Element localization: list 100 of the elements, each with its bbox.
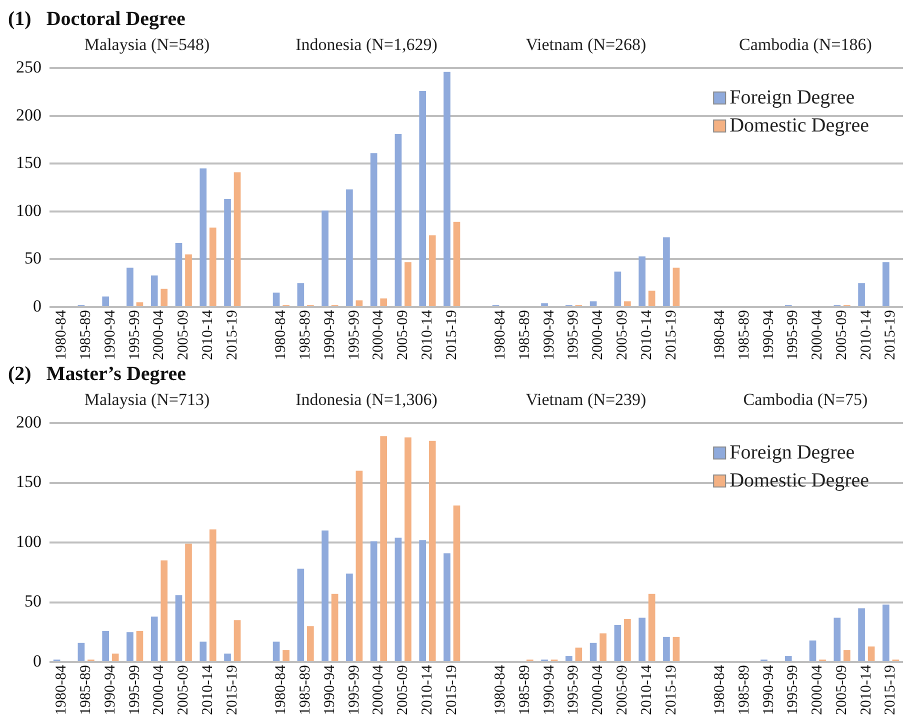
bar [590,642,597,662]
x-tick-label: 2015-19 [663,310,680,360]
bar [160,560,168,662]
text: Indonesia (N=1,306) [296,390,438,409]
bar [394,134,402,306]
x-tick-label: 1990-94 [541,310,558,360]
bar [297,283,304,306]
bar [638,618,646,662]
y-tick-label: 250 [16,57,42,76]
x-tick-label: 1995-99 [126,665,143,716]
x-tick-label: 1995-99 [346,665,362,716]
x-tick-label: 2015-19 [663,665,680,716]
bar [160,288,168,306]
x-tick-label: 2010-14 [638,664,655,716]
bar [614,624,622,662]
bar [224,654,231,662]
bar [209,529,216,662]
x-tick-label: 2015-19 [444,310,460,360]
x-tick-label: 1985-89 [516,665,533,716]
bar [882,604,890,662]
bar [200,642,207,662]
legend-label: Foreign Degree [730,441,855,464]
text: Cambodia (N=75) [743,390,868,409]
x-tick-label: 2010-14 [200,310,216,360]
bar [858,283,865,306]
x-tick-label: 1985-89 [736,310,752,360]
bar [600,633,606,662]
x-tick-label: 1985-89 [516,310,533,360]
bar [307,626,314,662]
bar [126,268,134,306]
x-tick-label: 1990-94 [760,664,777,716]
text: Malaysia (N=713) [84,390,210,409]
bar [380,298,387,306]
x-tick-label: 1990-94 [322,664,338,716]
bar [590,301,597,306]
x-tick-label: 1980-84 [54,664,70,716]
bar [136,630,144,662]
x-tick-label: 2005-09 [176,310,192,360]
legend-label: Domestic Degree [730,114,870,136]
bar [150,616,158,662]
bar [428,235,436,306]
bar [380,436,387,662]
bar [224,198,231,306]
x-tick-label: 2000-04 [151,664,168,716]
x-tick-label: 2015-19 [224,665,240,716]
bar [663,636,670,662]
x-tick-label: 1990-94 [102,310,118,360]
x-tick-label: 1980-84 [712,664,728,716]
x-tick-label: 2005-09 [614,310,630,360]
bar [282,650,290,662]
bar [175,242,182,306]
bar [624,301,631,306]
x-tick-label: 1995-99 [566,665,582,716]
bar [541,303,548,306]
x-tick-label: 2015-19 [224,310,240,360]
bar [102,630,109,662]
x-tick-label: 2010-14 [858,310,874,360]
bar [419,90,426,306]
bar [346,574,353,662]
bar [209,228,216,306]
bar [175,595,182,662]
bar [672,268,680,306]
y-tick-label: 0 [33,651,42,670]
bar [356,300,363,306]
bar [868,646,875,662]
bar [272,642,280,662]
x-tick-label: 2010-14 [638,310,655,360]
bar [150,275,158,306]
bar [784,656,792,662]
bar [370,541,378,662]
bar [136,302,144,306]
bar [648,290,656,306]
bar [356,470,363,662]
x-tick-label: 1990-94 [102,664,118,716]
x-tick-label: 1995-99 [346,310,362,360]
text: Malaysia (N=548) [84,34,210,54]
y-tick-label: 0 [33,296,42,316]
x-tick-label: 1990-94 [541,664,558,716]
x-tick-label: 1985-89 [736,665,752,716]
x-tick-label: 2005-09 [395,665,412,716]
chart-title: (2) Master’s Degree [8,363,186,386]
bar [272,292,280,306]
y-tick-label: 200 [16,105,42,124]
bar [394,538,402,662]
x-tick-label: 2000-04 [370,310,387,360]
bar [648,594,656,662]
bar [444,72,450,306]
x-tick-label: 1980-84 [492,310,509,360]
y-tick-label: 100 [16,200,42,220]
bar [444,553,450,662]
x-tick-label: 1990-94 [760,310,777,360]
bar [331,594,338,662]
x-tick-label: 2000-04 [590,664,606,716]
bar [834,618,841,662]
bar [322,530,328,662]
x-tick-label: 2000-04 [810,664,826,716]
bar [404,437,412,662]
bar [404,262,412,306]
x-tick-label: 1980-84 [712,310,728,360]
x-tick-label: 1995-99 [566,310,582,360]
